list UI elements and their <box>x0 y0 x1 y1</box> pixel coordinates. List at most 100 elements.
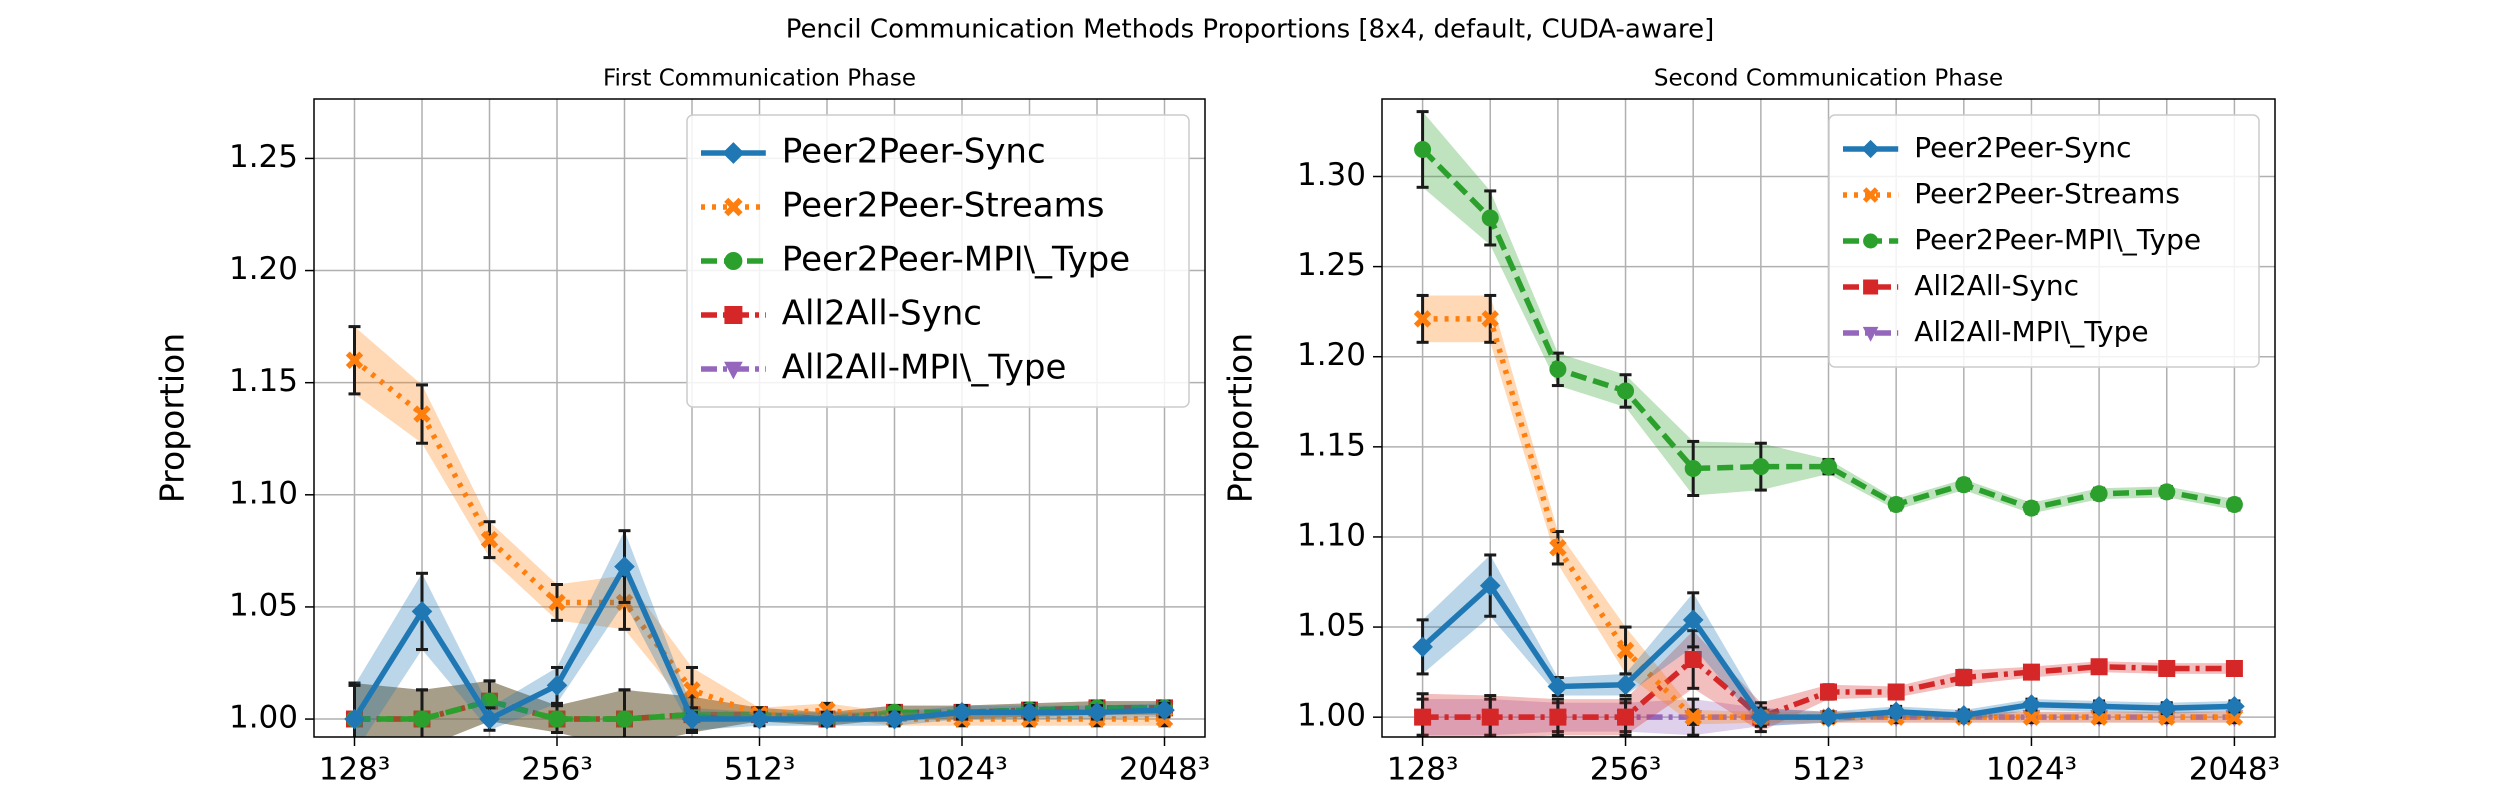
data-point <box>1019 702 1040 723</box>
x-tick-label: 1024³ <box>916 752 1007 788</box>
data-point <box>1481 708 1499 726</box>
x-tick-label: 512³ <box>1793 752 1865 788</box>
data-point <box>1154 699 1175 721</box>
y-axis-label: Proportion <box>153 333 192 503</box>
data-point <box>2022 663 2040 681</box>
plot-content <box>344 325 1175 737</box>
data-point <box>1684 708 1702 726</box>
data-point <box>1549 539 1567 557</box>
data-point <box>2022 499 2040 517</box>
legend-label: All2All-MPI\_Type <box>782 348 1067 388</box>
legend-label: Peer2Peer-MPI\_Type <box>1914 223 2201 256</box>
data-point <box>951 702 973 723</box>
legend-label: Peer2Peer-Streams <box>1914 177 2180 210</box>
data-point <box>2088 696 2110 717</box>
legend-marker <box>724 197 743 217</box>
data-point <box>2158 660 2176 678</box>
subplot: Second Communication Phase Proportion 1.00… <box>1221 66 2281 788</box>
data-point <box>2158 483 2176 501</box>
data-point <box>1617 382 1635 400</box>
data-point <box>681 708 703 730</box>
data-point <box>1887 683 1905 701</box>
data-point <box>1412 636 1433 658</box>
legend-label: Peer2Peer-Streams <box>782 186 1105 226</box>
y-tick-label: 1.25 <box>1297 247 1366 283</box>
data-point <box>2225 660 2243 678</box>
data-point <box>1549 360 1567 378</box>
series <box>344 529 1175 737</box>
legend: Peer2Peer-Sync Peer2Peer-Streams Peer2Peer… <box>686 114 1190 408</box>
legend-marker <box>1862 187 1879 203</box>
axes-frame <box>1381 98 2276 738</box>
x-tick-label: 256³ <box>1590 752 1662 788</box>
legend-label: Peer2Peer-Sync <box>1914 131 2131 164</box>
data-point <box>616 710 633 728</box>
x-tick-label: 256³ <box>521 752 593 788</box>
y-tick-label: 1.20 <box>229 251 298 287</box>
data-point <box>413 710 431 728</box>
x-tick-label: 512³ <box>724 752 796 788</box>
legend-marker <box>1862 326 1879 342</box>
data-point <box>614 556 635 577</box>
y-tick-label: 1.15 <box>1297 427 1366 463</box>
y-tick-label: 1.20 <box>1297 337 1366 373</box>
legend-frame <box>1828 114 2260 368</box>
subplot-title: Second Communication Phase <box>1654 66 2003 92</box>
y-tick-label: 1.30 <box>1297 157 1366 193</box>
legend-label: All2All-Sync <box>1914 269 2079 302</box>
x-tick-label: 1024³ <box>1986 752 2077 788</box>
data-point <box>479 708 500 730</box>
data-point <box>2156 697 2178 719</box>
data-point <box>1479 575 1501 596</box>
data-point <box>1414 140 1432 158</box>
data-point <box>1820 683 1837 701</box>
legend-label: Peer2Peer-MPI\_Type <box>782 240 1130 280</box>
series <box>1414 110 2243 517</box>
data-point <box>2224 696 2245 717</box>
data-point <box>411 601 433 622</box>
data-point <box>1885 701 1907 723</box>
legend-marker <box>1863 279 1879 295</box>
y-tick-label: 1.05 <box>229 587 298 623</box>
data-point <box>1616 641 1635 660</box>
data-point <box>548 593 566 612</box>
data-point <box>1887 496 1905 514</box>
data-point <box>1955 476 1973 494</box>
legend-label: Peer2Peer-Sync <box>782 132 1046 172</box>
data-point <box>1086 702 1108 723</box>
x-tick-label: 2048³ <box>2189 752 2280 788</box>
legend-marker <box>1861 139 1880 159</box>
x-tick-label: 2048³ <box>1119 752 1210 788</box>
data-point <box>1617 708 1635 726</box>
data-point <box>1549 708 1567 726</box>
y-tick-label: 1.10 <box>1297 517 1366 553</box>
subplot-title: First Communication Phase <box>603 66 916 92</box>
x-tick-label: 128³ <box>1387 752 1459 788</box>
data-point <box>1953 705 1975 726</box>
subplot: First Communication Phase Proportion 1.00 1… <box>153 66 1211 788</box>
legend-marker <box>724 361 743 380</box>
data-point <box>1684 651 1702 669</box>
y-tick-label: 1.10 <box>229 475 298 511</box>
y-tick-label: 1.05 <box>1297 608 1366 644</box>
legend-marker <box>724 306 743 324</box>
legend-frame <box>686 114 1190 408</box>
y-axis-label: Proportion <box>1221 333 1260 503</box>
data-point <box>1414 708 1432 726</box>
legend-label: All2All-Sync <box>782 294 982 334</box>
data-point <box>1750 706 1772 728</box>
data-point <box>413 405 431 423</box>
data-point <box>345 351 364 369</box>
data-point <box>749 708 770 730</box>
x-tick-label: 128³ <box>319 752 391 788</box>
data-point <box>344 708 365 730</box>
data-point <box>1820 458 1837 476</box>
data-point <box>1818 706 1839 728</box>
data-point <box>546 675 568 696</box>
legend-label: All2All-MPI\_Type <box>1914 315 2148 348</box>
data-point <box>1481 310 1499 328</box>
y-tick-label: 1.00 <box>229 700 298 736</box>
legend-marker <box>1863 233 1879 249</box>
axes-frame <box>313 98 1206 738</box>
